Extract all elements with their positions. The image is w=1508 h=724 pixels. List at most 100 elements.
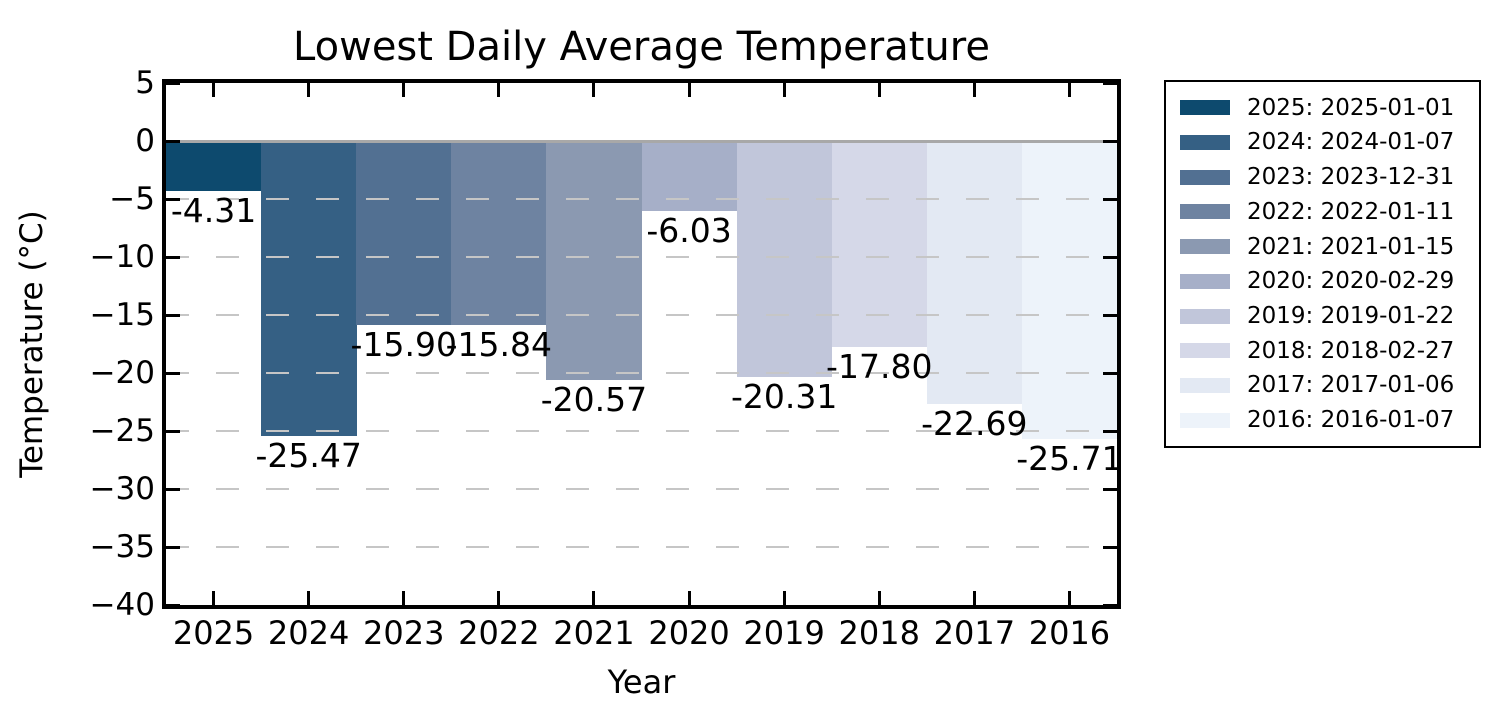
legend-color-swatch [1180,273,1230,289]
legend-color-swatch [1180,100,1230,116]
y-tick-label: 5 [135,65,155,101]
x-tick-label-2016: 2016 [1028,614,1111,652]
y-tick-mark-left [166,313,180,317]
legend-item: 2017: 2017-01-06 [1180,372,1469,398]
x-tick-label-2022: 2022 [458,614,540,652]
y-tick-mark-left [166,197,180,201]
gridline--25 [166,430,1117,432]
legend-color-swatch [1180,377,1230,393]
legend-label: 2024: 2024-01-07 [1247,129,1455,156]
y-tick-mark-right [1103,545,1117,549]
y-tick-label: −5 [109,181,155,217]
x-tick-mark-top [782,83,786,97]
legend-item: 2025: 2025-01-01 [1180,95,1469,121]
legend-color-swatch [1180,343,1230,359]
x-tick-label-2024: 2024 [267,614,350,652]
legend-item: 2016: 2016-01-07 [1180,407,1469,433]
x-tick-mark-top [212,83,216,97]
x-tick-mark-bottom [212,591,216,605]
y-tick-mark-right [1103,487,1117,491]
x-tick-mark-top [497,83,501,97]
gridline--30 [166,488,1117,490]
y-tick-mark-left [166,487,180,491]
x-tick-mark-bottom [592,591,596,605]
x-tick-mark-bottom [877,591,881,605]
x-tick-mark-bottom [1067,591,1071,605]
bar-value-label: -25.71 [1016,439,1123,479]
y-tick-label: 0 [135,123,155,159]
x-tick-label-2018: 2018 [838,614,920,652]
bar-value-label: -20.31 [730,376,838,416]
y-tick-mark-right [1103,255,1117,259]
y-tick-label: −25 [89,413,155,449]
x-tick-mark-bottom [687,591,691,605]
bar-value-label: -6.03 [646,210,732,250]
bar-2025 [166,141,262,191]
legend-label: 2018: 2018-02-27 [1247,337,1455,364]
x-tick-label-2017: 2017 [933,614,1016,652]
gridline--10 [166,256,1117,258]
y-tick-label: −20 [89,355,155,391]
legend-color-swatch [1180,204,1230,220]
legend-color-swatch [1180,134,1230,150]
legend-label: 2019: 2019-01-22 [1247,303,1455,330]
zero-line [166,139,1117,143]
bar-value-label: -17.80 [826,347,933,387]
bar-2017 [926,141,1023,405]
x-tick-label-2023: 2023 [363,614,445,652]
x-tick-mark-top [877,83,881,97]
x-tick-mark-top [972,83,976,97]
legend-label: 2023: 2023-12-31 [1247,164,1455,191]
x-tick-mark-top [307,83,311,97]
bar-2018 [831,141,928,348]
legend-item: 2019: 2019-01-22 [1180,303,1469,329]
bar-value-label: -15.84 [445,324,553,364]
bar-2016 [1021,141,1118,440]
bar-value-label: -20.57 [540,379,648,419]
y-tick-mark-right [1103,197,1117,201]
x-tick-mark-bottom [972,591,976,605]
x-tick-label-2025: 2025 [172,614,255,652]
legend-label: 2020: 2020-02-29 [1247,268,1455,295]
x-tick-mark-bottom [782,591,786,605]
plot-area: -4.31 -25.47 -15.90 -15.84 -20.57 -6.03 -20.31… [166,81,1123,607]
legend-item: 2023: 2023-12-31 [1180,164,1469,190]
y-tick-label: −40 [89,587,155,623]
bar-2019 [736,141,833,377]
y-tick-mark-right [1103,371,1117,375]
legend-color-swatch [1180,412,1230,428]
y-tick-mark-left [166,371,180,375]
x-tick-mark-top [1067,83,1071,97]
gridline--15 [166,314,1117,316]
y-tick-mark-right [1103,429,1117,433]
gridline--20 [166,372,1117,374]
legend-label: 2016: 2016-01-07 [1247,407,1455,434]
bar-2023 [356,141,452,326]
legend-color-swatch [1180,308,1230,324]
y-tick-label: −35 [89,529,155,565]
legend-item: 2024: 2024-01-07 [1180,129,1469,155]
y-tick-mark-left [166,603,180,607]
bar-2022 [451,141,547,325]
x-tick-mark-top [687,83,691,97]
y-tick-label: −30 [89,471,155,507]
chart-title: Lowest Daily Average Temperature [293,24,990,70]
legend-box: 2025: 2025-01-01 2024: 2024-01-07 2023: 20… [1164,80,1481,448]
legend-color-swatch [1180,239,1230,255]
x-tick-mark-top [592,83,596,97]
x-tick-mark-bottom [497,591,501,605]
legend-item: 2020: 2020-02-29 [1180,268,1469,294]
legend-label: 2021: 2021-01-15 [1247,233,1455,260]
y-tick-mark-right [1103,139,1117,143]
bar-2021 [546,141,642,380]
x-tick-label-2021: 2021 [553,614,635,652]
x-tick-mark-bottom [307,591,311,605]
y-tick-label: −15 [89,297,155,333]
y-tick-mark-left [166,81,180,85]
x-tick-label-2019: 2019 [743,614,825,652]
x-tick-mark-bottom [402,591,406,605]
x-tick-label-2020: 2020 [648,614,730,652]
gridline--5 [166,198,1117,200]
bar-2024 [261,141,357,437]
gridline--35 [166,546,1117,548]
